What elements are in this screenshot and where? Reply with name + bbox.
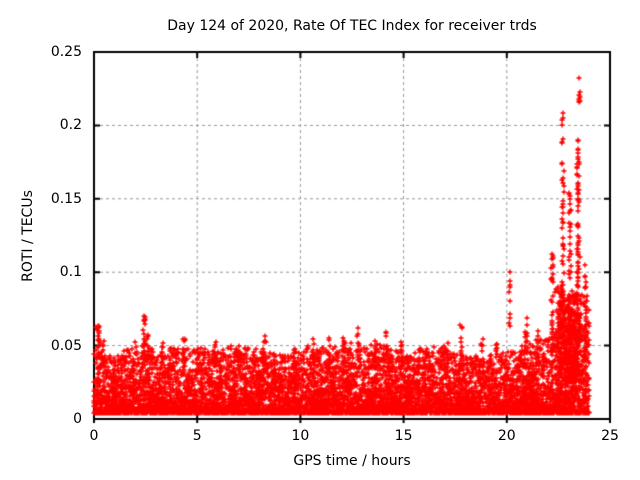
y-axis-label: ROTI / TECUs <box>20 190 36 282</box>
y-tick-label: 0.25 <box>50 44 82 60</box>
x-tick-label: 0 <box>89 428 99 444</box>
x-tick-label: 5 <box>192 428 202 444</box>
y-tick-label: 0.05 <box>50 337 82 354</box>
y-tick-label: 0.2 <box>59 117 82 134</box>
x-axis-label: GPS time / hours <box>293 453 411 469</box>
x-tick-label: 10 <box>291 428 310 444</box>
y-tick-label: 0.15 <box>50 190 82 207</box>
x-tick-label: 15 <box>394 428 413 444</box>
y-tick-label: 0 <box>73 411 82 427</box>
chart-title: Day 124 of 2020, Rate Of TEC Index for r… <box>167 18 537 34</box>
y-tick-label: 0.1 <box>59 264 82 281</box>
x-tick-label: 25 <box>601 428 619 444</box>
x-tick-label: 20 <box>497 428 516 444</box>
